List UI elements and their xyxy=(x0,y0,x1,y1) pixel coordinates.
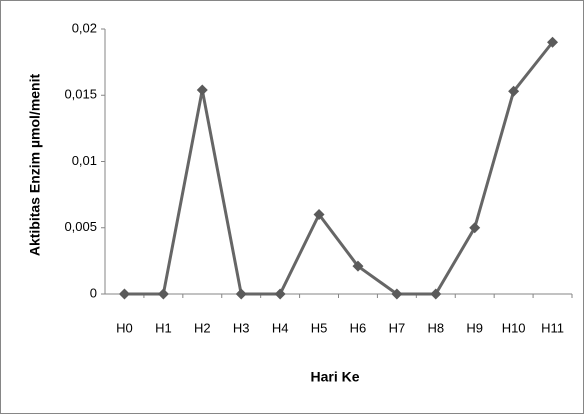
x-tick-label: H3 xyxy=(233,320,250,335)
x-tick-label: H0 xyxy=(116,320,133,335)
x-tick-label: H2 xyxy=(194,320,211,335)
marker xyxy=(469,222,481,234)
x-tick-label: H5 xyxy=(311,320,328,335)
x-tick-label: H8 xyxy=(427,320,444,335)
x-tick-label: H7 xyxy=(389,320,406,335)
x-tick-label: H10 xyxy=(502,320,526,335)
y-tick-label: 0,01 xyxy=(72,153,97,168)
marker xyxy=(235,288,247,300)
marker xyxy=(547,36,559,48)
x-tick-label: H11 xyxy=(541,320,564,335)
marker xyxy=(352,260,364,272)
y-tick-label: 0 xyxy=(90,285,97,300)
y-tick-label: 0,005 xyxy=(64,219,97,234)
marker xyxy=(391,288,403,300)
marker xyxy=(118,288,130,300)
series-line xyxy=(124,41,554,296)
x-axis-title: Hari Ke xyxy=(310,369,359,385)
marker xyxy=(430,288,442,300)
marker xyxy=(157,288,169,300)
marker xyxy=(274,288,286,300)
y-tick-label: 0,02 xyxy=(72,20,97,35)
marker xyxy=(313,209,325,220)
x-tick-label: H9 xyxy=(466,320,483,335)
x-tick-label: H4 xyxy=(272,320,289,335)
x-tick-label: H1 xyxy=(155,320,172,335)
y-axis-title: Aktibitas Enzim µmol/menit xyxy=(27,74,43,257)
marker xyxy=(508,85,520,97)
marker xyxy=(196,84,208,96)
x-tick-label: H6 xyxy=(350,320,367,335)
y-tick-label: 0,015 xyxy=(64,87,97,102)
